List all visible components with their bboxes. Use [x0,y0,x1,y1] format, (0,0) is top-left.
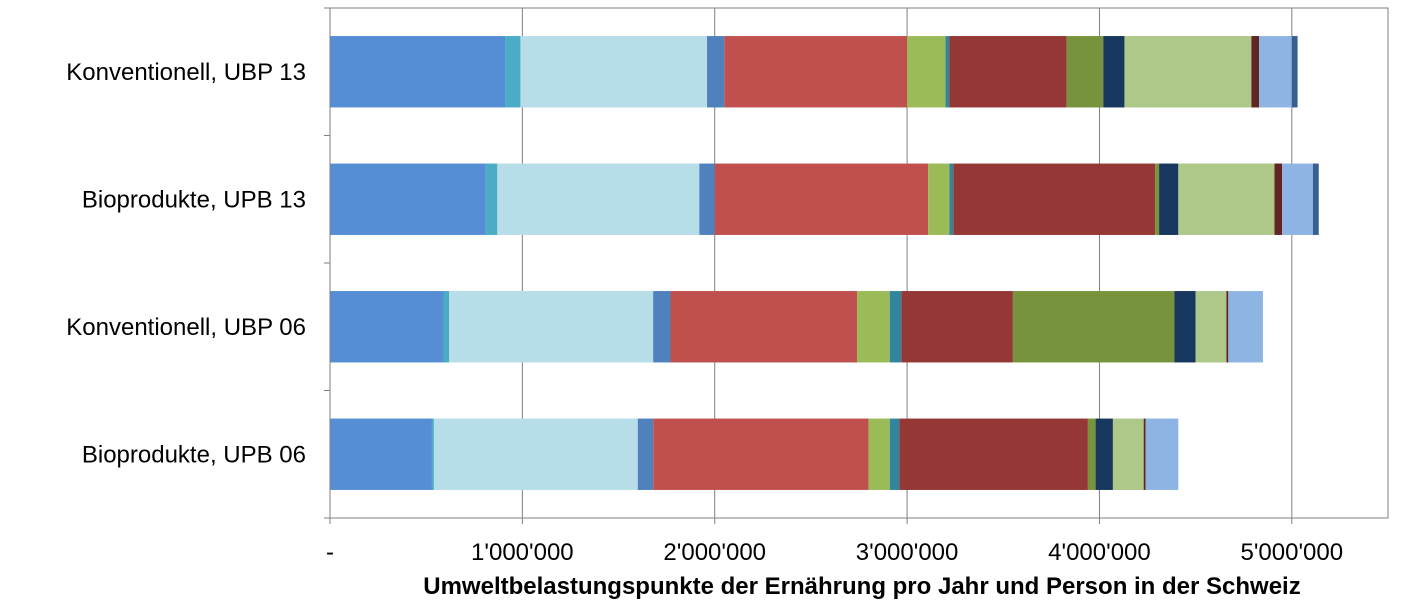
bar-segment [714,163,929,235]
bar-segment [1095,418,1113,490]
bar-segment [724,36,908,108]
bar-segment [637,418,654,490]
bar-segment [945,36,950,108]
bar-segment [899,418,1088,490]
bar-segment [449,291,654,363]
bar-segment [443,291,450,363]
bar-segment [1066,36,1104,108]
bar-segment [1174,291,1196,363]
bar-segment [1195,291,1227,363]
bar-segment [1282,163,1313,235]
bar-segment [699,163,715,235]
bar-segment [431,418,434,490]
x-tick-label: - [326,539,334,566]
bar-segment [653,291,671,363]
category-axis [324,7,1293,524]
bar-segment [949,163,954,235]
bar-segment [889,418,900,490]
bar-segment [1259,36,1292,108]
bar-segment [1087,418,1096,490]
bar-segment [1012,291,1175,363]
bar-segment [901,291,1013,363]
bar-segment [485,163,498,235]
bar-segment [928,163,950,235]
bar-segment [1112,418,1144,490]
bar-segment [889,291,902,363]
bar-segment [707,36,725,108]
x-axis-title: Umweltbelastungspunkte der Ernährung pro… [423,573,1300,600]
x-tick-label: 1'000'000 [471,539,574,566]
bar-segment [1143,418,1146,490]
bar-segment [1124,36,1252,108]
bar-segment [1145,418,1179,490]
x-tick-label: 3'000'000 [856,539,959,566]
bar-segment [1155,163,1160,235]
bar-segment [1159,163,1179,235]
bar-segment [520,36,708,108]
bar-segment [653,418,869,490]
bar-segment [1103,36,1125,108]
bar-segment [1228,291,1263,363]
bar-segment [1274,163,1283,235]
bar-segment [1178,163,1275,235]
category-label: Bioprodukte, UPB 06 [82,441,306,468]
bar-segment [1251,36,1260,108]
bar-segment [497,163,700,235]
bar-segment [1291,36,1298,108]
category-label: Konventionell, UBP 13 [66,59,306,86]
bars [330,36,1319,490]
bar-segment [330,418,432,490]
x-tick-label: 5'000'000 [1241,539,1344,566]
category-label: Konventionell, UBP 06 [66,314,306,341]
bar-segment [330,36,506,108]
bar-segment [330,163,486,235]
category-labels: Konventionell, UBP 13 Bioprodukte, UPB 13… [66,59,306,469]
category-label: Bioprodukte, UPB 13 [82,186,306,213]
bar-segment [433,418,638,490]
bar-segment [330,291,444,363]
bar-segment [1226,291,1229,363]
bar-segment [907,36,946,108]
bar-segment [953,163,1156,235]
bar-segment [1312,163,1319,235]
x-tick-label: 4'000'000 [1048,539,1151,566]
bar-segment [857,291,890,363]
bar-segment [949,36,1067,108]
bar-segment [505,36,521,108]
x-tick-label: 2'000'000 [663,539,766,566]
value-axis: - 1'000'000 2'000'000 3'000'000 4'000'000 5'0… [326,539,1343,566]
bar-segment [670,291,858,363]
bar-segment [868,418,890,490]
